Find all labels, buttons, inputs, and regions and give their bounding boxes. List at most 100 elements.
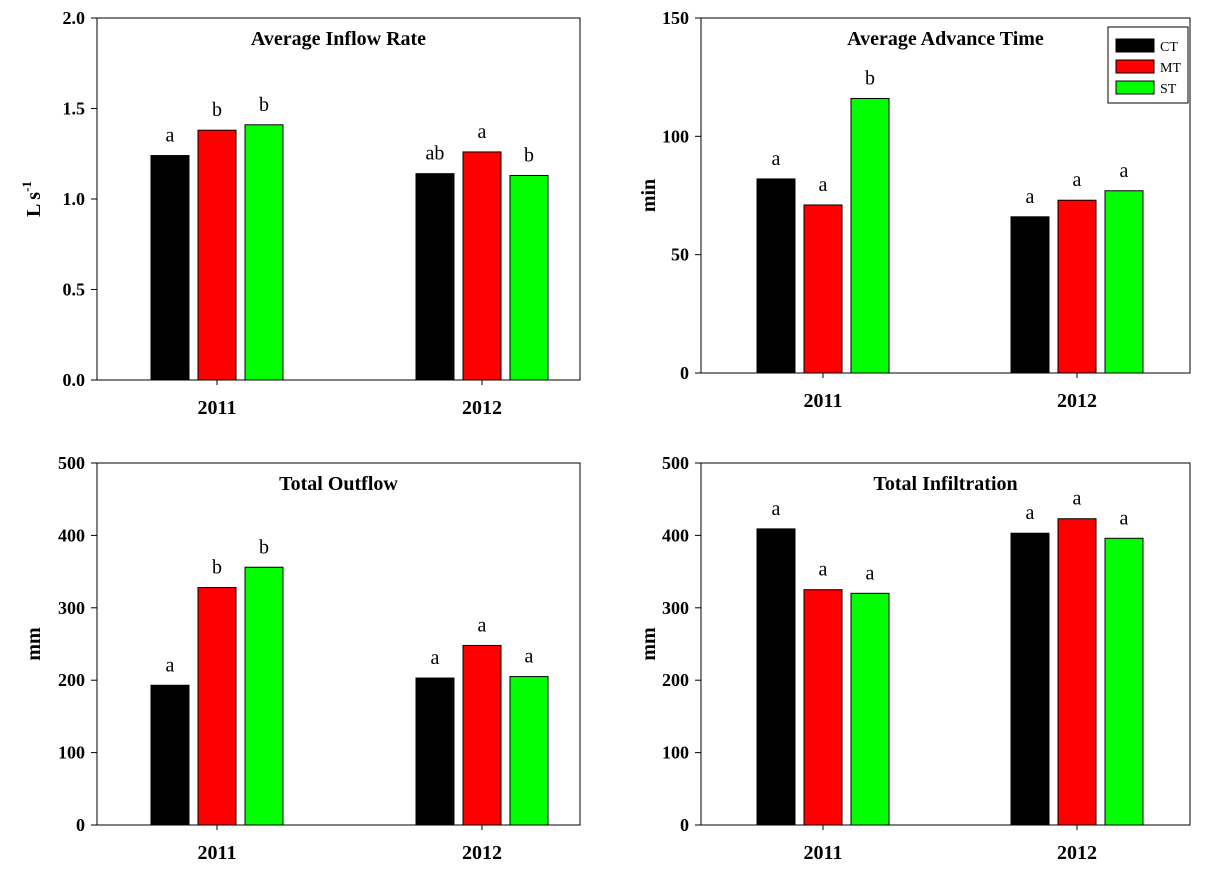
bar-st-2012 xyxy=(509,676,549,826)
bar-mt-2011 xyxy=(197,587,237,826)
bar-st-2012 xyxy=(1104,190,1144,374)
panel-title: Total Outflow xyxy=(279,473,398,495)
significance-label: a xyxy=(478,121,487,143)
x-tick-label: 2012 xyxy=(1057,390,1097,412)
significance-label: a xyxy=(1073,169,1082,191)
x-tick-label: 2012 xyxy=(462,842,502,864)
y-tick-label: 100 xyxy=(58,743,85,763)
y-axis-label-text: mm xyxy=(23,627,45,661)
legend: CT MT ST xyxy=(1107,26,1189,104)
legend-swatch-st xyxy=(1115,80,1155,95)
significance-label: a xyxy=(1073,488,1082,510)
plot-frame xyxy=(700,462,1191,826)
significance-label: a xyxy=(525,646,534,668)
significance-label: a xyxy=(166,125,175,147)
x-tick-label: 2011 xyxy=(198,397,237,419)
legend-swatch-mt xyxy=(1115,59,1155,74)
bar-st-2011 xyxy=(244,566,284,826)
bar-ct-2012 xyxy=(1010,532,1050,826)
y-axis-label-superscript: -1 xyxy=(19,181,34,192)
significance-label: a xyxy=(1120,160,1129,182)
y-tick-label: 100 xyxy=(662,743,689,763)
y-tick-label: 0.5 xyxy=(63,280,86,300)
bar-mt-2011 xyxy=(803,204,843,374)
bar-ct-2012 xyxy=(415,677,455,826)
y-tick-label: 0.0 xyxy=(63,370,86,390)
x-tick-label: 2011 xyxy=(804,842,843,864)
y-tick-label: 500 xyxy=(662,453,689,473)
y-axis-label-text: min xyxy=(638,179,660,212)
legend-label-ct: CT xyxy=(1160,40,1178,55)
bar-mt-2012 xyxy=(1057,518,1097,826)
panel-title: Total Infiltration xyxy=(873,473,1017,495)
y-tick-label: 2.0 xyxy=(63,8,86,28)
bar-st-2012 xyxy=(509,174,549,381)
y-tick-label: 400 xyxy=(662,525,689,545)
significance-label: ab xyxy=(426,143,445,165)
x-tick-label: 2012 xyxy=(462,397,502,419)
y-tick-label: 0 xyxy=(76,815,85,835)
significance-label: b xyxy=(212,99,222,121)
y-axis-label: min xyxy=(638,179,660,212)
x-tick-label: 2011 xyxy=(804,390,843,412)
bar-st-2011 xyxy=(850,592,890,826)
legend-label-mt: MT xyxy=(1160,61,1181,76)
chart-panel-3: 0 100 200 300 400 500 2011 2012 a a b a b a Total Outf… xyxy=(23,453,581,864)
bar-mt-2012 xyxy=(462,644,502,826)
y-tick-label: 1.0 xyxy=(63,189,86,209)
significance-label: b xyxy=(865,67,875,89)
plot-frame xyxy=(700,17,1191,374)
bar-st-2011 xyxy=(850,97,890,374)
x-tick-label: 2011 xyxy=(198,842,237,864)
significance-label: a xyxy=(1026,502,1035,524)
significance-label: a xyxy=(431,647,440,669)
bar-mt-2011 xyxy=(197,129,237,381)
y-tick-label: 1.5 xyxy=(63,99,86,119)
bar-ct-2011 xyxy=(756,528,796,826)
bar-mt-2012 xyxy=(1057,199,1097,374)
significance-label: a xyxy=(1026,186,1035,208)
panel-title: Average Advance Time xyxy=(847,28,1044,50)
bar-ct-2012 xyxy=(415,173,455,381)
significance-label: a xyxy=(772,498,781,520)
bar-ct-2011 xyxy=(756,178,796,374)
significance-label: b xyxy=(259,94,269,116)
y-tick-label: 200 xyxy=(58,670,85,690)
bar-ct-2011 xyxy=(150,155,190,381)
y-axis-label: mm xyxy=(638,627,660,661)
significance-label: a xyxy=(1120,507,1129,529)
legend-swatch-ct xyxy=(1115,38,1155,53)
bar-ct-2011 xyxy=(150,684,190,826)
y-tick-label: 0 xyxy=(680,363,689,383)
bar-st-2011 xyxy=(244,124,284,381)
y-axis-label: mm xyxy=(23,627,45,661)
legend-label-st: ST xyxy=(1160,82,1177,97)
significance-label: b xyxy=(259,536,269,558)
bar-mt-2012 xyxy=(462,151,502,381)
y-tick-label: 150 xyxy=(662,8,689,28)
y-axis-label-text: L s xyxy=(23,192,45,217)
plot-frame xyxy=(96,462,581,826)
significance-label: b xyxy=(524,144,534,166)
bar-st-2012 xyxy=(1104,537,1144,826)
significance-label: a xyxy=(819,174,828,196)
significance-label: a xyxy=(166,654,175,676)
y-tick-label: 400 xyxy=(58,525,85,545)
y-tick-label: 300 xyxy=(58,598,85,618)
panel-title: Average Inflow Rate xyxy=(251,28,426,50)
y-tick-label: 50 xyxy=(671,245,689,265)
y-tick-label: 100 xyxy=(662,126,689,146)
y-axis-label-text: mm xyxy=(638,627,660,661)
chart-panel-4: 0 100 200 300 400 500 2011 2012 a a a a a a Total Infi… xyxy=(638,453,1191,864)
y-tick-label: 200 xyxy=(662,670,689,690)
significance-label: a xyxy=(772,148,781,170)
significance-label: b xyxy=(212,557,222,579)
y-tick-label: 0 xyxy=(680,815,689,835)
significance-label: a xyxy=(866,562,875,584)
chart-panel-2: 0 50 100 150 2011 2012 a a a a b a Average Advance T… xyxy=(638,8,1191,412)
x-tick-label: 2012 xyxy=(1057,842,1097,864)
significance-label: a xyxy=(478,614,487,636)
bar-ct-2012 xyxy=(1010,216,1050,374)
significance-label: a xyxy=(819,559,828,581)
